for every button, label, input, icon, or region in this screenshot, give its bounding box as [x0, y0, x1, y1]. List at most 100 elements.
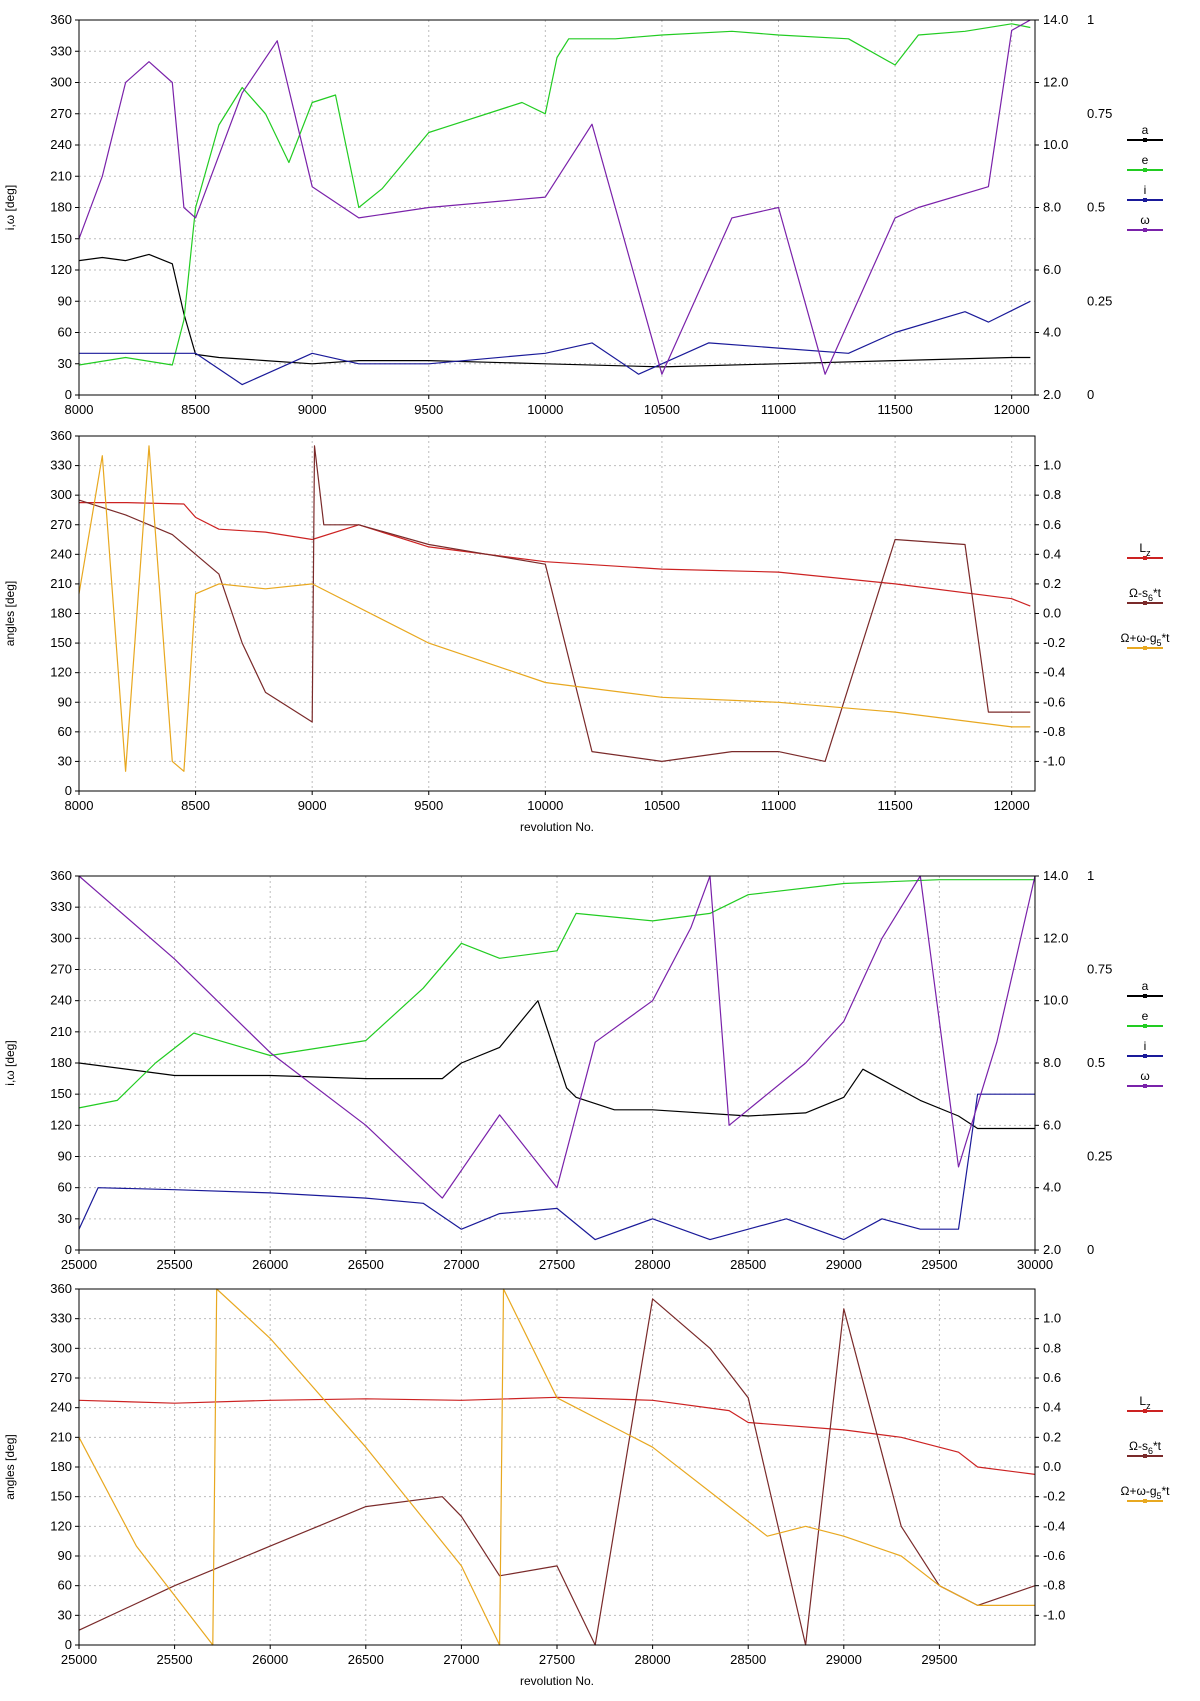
x-tick-label: 9000: [298, 402, 327, 417]
y-tick-label: 180: [50, 200, 72, 215]
y-tick-label: 120: [50, 262, 72, 277]
legend-label: a: [1142, 979, 1149, 993]
y-tick-label: 300: [50, 75, 72, 90]
y-tick-label: 150: [50, 1086, 72, 1101]
y-tick-label: 90: [58, 1548, 72, 1563]
y-tick-label: 120: [50, 1518, 72, 1533]
right-tick-label: 0.2: [1043, 576, 1061, 591]
x-tick-label: 10500: [644, 798, 680, 813]
legend-marker: [1143, 1084, 1147, 1088]
right-tick-label: 2.0: [1043, 1242, 1061, 1257]
y-tick-label: 30: [58, 356, 72, 371]
legend-label: e: [1142, 1009, 1149, 1023]
legend-marker: [1143, 556, 1147, 560]
y-tick-label: 240: [50, 993, 72, 1008]
legend-marker: [1143, 1024, 1147, 1028]
right-tick-label: -0.4: [1043, 665, 1065, 680]
y-axis-label: i,ω [deg]: [3, 1040, 17, 1085]
right-tick-label: -0.6: [1043, 694, 1065, 709]
right-tick-label: 4.0: [1043, 325, 1061, 340]
right-tick-label: 14.0: [1043, 12, 1068, 27]
y-tick-label: 330: [50, 899, 72, 914]
y-tick-label: 360: [50, 1281, 72, 1296]
plot-frame: [78, 875, 1036, 1251]
y-tick-label: 150: [50, 635, 72, 650]
y-tick-label: 300: [50, 1340, 72, 1355]
series-line-2: [78, 1288, 1035, 1646]
y-axis-label: angles [deg]: [3, 581, 17, 646]
x-tick-label: 8500: [181, 798, 210, 813]
plot-frame: [78, 19, 1036, 396]
right2-tick-label: 0.25: [1087, 1149, 1112, 1164]
y-tick-label: 330: [50, 43, 72, 58]
y-tick-label: 0: [65, 1242, 72, 1257]
y-tick-label: 180: [50, 1055, 72, 1070]
right-tick-label: -0.4: [1043, 1518, 1065, 1533]
x-axis-label: revolution No.: [520, 820, 594, 834]
legend-marker: [1143, 994, 1147, 998]
right-tick-label: 4.0: [1043, 1180, 1061, 1195]
y-tick-label: 30: [58, 1607, 72, 1622]
legend-marker: [1143, 198, 1147, 202]
x-tick-label: 26000: [252, 1652, 288, 1667]
series-line-3: [78, 19, 1031, 375]
series-line-2: [78, 1093, 1035, 1241]
right-tick-label: 0.8: [1043, 1340, 1061, 1355]
x-tick-label: 9500: [414, 402, 443, 417]
series-line-2: [79, 300, 1031, 386]
right-tick-label: -1.0: [1043, 1607, 1065, 1622]
plot-frame: [78, 435, 1036, 792]
y-tick-label: 90: [58, 1149, 72, 1164]
y-tick-label: 210: [50, 576, 72, 591]
series-line-2: [78, 445, 1031, 772]
y-tick-label: 300: [50, 930, 72, 945]
series-line-0: [78, 253, 1031, 368]
x-tick-label: 28000: [635, 1257, 671, 1272]
right-tick-label: 6.0: [1043, 262, 1061, 277]
y-tick-label: 270: [50, 962, 72, 977]
right-tick-label: 1.0: [1043, 1311, 1061, 1326]
panel-1: 0 30 60 90 120 150 180 210 240 270 300 330 360 8000 85…: [3, 12, 1163, 417]
right2-tick-label: 0.75: [1087, 106, 1112, 121]
right-tick-label: 8.0: [1043, 200, 1061, 215]
y-tick-label: 210: [50, 1024, 72, 1039]
y-tick-label: 330: [50, 1311, 72, 1326]
right2-tick-label: 1: [1087, 868, 1094, 883]
y-tick-label: 240: [50, 1400, 72, 1415]
right2-tick-label: 0.75: [1087, 962, 1112, 977]
x-tick-label: 29500: [921, 1652, 957, 1667]
legend-marker: [1143, 228, 1147, 232]
x-tick-label: 27000: [443, 1652, 479, 1667]
y-tick-label: 60: [58, 1578, 72, 1593]
y-tick-label: 270: [50, 106, 72, 121]
y-tick-label: 180: [50, 606, 72, 621]
series-line-1: [78, 1298, 1036, 1646]
legend-marker: [1143, 138, 1147, 142]
right-tick-label: 12.0: [1043, 930, 1068, 945]
legend-marker: [1143, 1054, 1147, 1058]
y-tick-label: 240: [50, 137, 72, 152]
x-tick-label: 12000: [994, 798, 1030, 813]
y-tick-label: 60: [58, 325, 72, 340]
y-tick-label: 360: [50, 868, 72, 883]
legend-label: Ω+ω-g5*t: [1120, 631, 1170, 648]
x-tick-label: 8500: [181, 402, 210, 417]
right2-tick-label: 0.5: [1087, 1055, 1105, 1070]
right-tick-label: -0.2: [1043, 1489, 1065, 1504]
y-tick-label: 0: [65, 783, 72, 798]
x-tick-label: 25000: [61, 1257, 97, 1272]
y-tick-label: 0: [65, 387, 72, 402]
x-tick-label: 29500: [921, 1257, 957, 1272]
y-tick-label: 30: [58, 1211, 72, 1226]
x-tick-label: 25000: [61, 1652, 97, 1667]
x-tick-label: 26500: [348, 1652, 384, 1667]
x-tick-label: 9000: [298, 798, 327, 813]
legend-marker: [1143, 1454, 1147, 1458]
x-tick-label: 10000: [527, 402, 563, 417]
right-tick-label: 2.0: [1043, 387, 1061, 402]
legend-label: Ω+ω-g5*t: [1120, 1484, 1170, 1501]
y-tick-label: 240: [50, 546, 72, 561]
right-tick-label: -0.8: [1043, 1578, 1065, 1593]
series-line-0: [78, 1000, 1035, 1130]
x-tick-label: 25500: [157, 1257, 193, 1272]
